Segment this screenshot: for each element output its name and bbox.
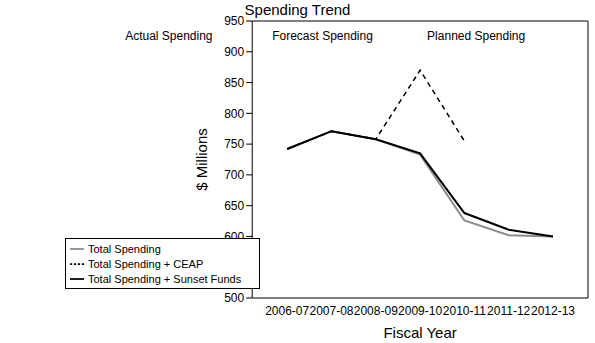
svg-text:2012-13: 2012-13 [531, 304, 575, 318]
svg-text:2008-09: 2008-09 [354, 304, 398, 318]
svg-text:750: 750 [224, 137, 244, 151]
html-text:Planned Spending: Planned Spending [427, 29, 526, 43]
svg-text:900: 900 [224, 45, 244, 59]
svg-text:850: 850 [224, 76, 244, 90]
html-text:Total Spending + Sunset Funds: Total Spending + Sunset Funds [88, 273, 242, 285]
html-text:Total Spending: Total Spending [88, 243, 161, 255]
svg-text:800: 800 [224, 107, 244, 121]
svg-text:950: 950 [224, 14, 244, 28]
html-text:Actual Spending: Actual Spending [125, 29, 213, 43]
svg-text:700: 700 [224, 168, 244, 182]
html-text:Spending Trend: Spending Trend [244, 1, 351, 18]
html-text:Forecast Spending: Forecast Spending [272, 29, 373, 43]
svg-text:2010-11: 2010-11 [443, 304, 486, 318]
svg-text:600: 600 [224, 230, 244, 244]
svg-text:550: 550 [224, 260, 244, 274]
svg-text:650: 650 [224, 199, 244, 213]
svg-text:2011-12: 2011-12 [487, 304, 530, 318]
svg-text:Fiscal Year: Fiscal Year [383, 324, 456, 341]
html-text:Total Spending + CEAP: Total Spending + CEAP [88, 258, 204, 270]
svg-text:2009-10: 2009-10 [398, 304, 442, 318]
svg-text:$ Millions: $ Millions [193, 128, 210, 191]
svg-text:2006-07: 2006-07 [265, 304, 309, 318]
svg-text:500: 500 [224, 291, 244, 305]
svg-text:2007-08: 2007-08 [309, 304, 353, 318]
